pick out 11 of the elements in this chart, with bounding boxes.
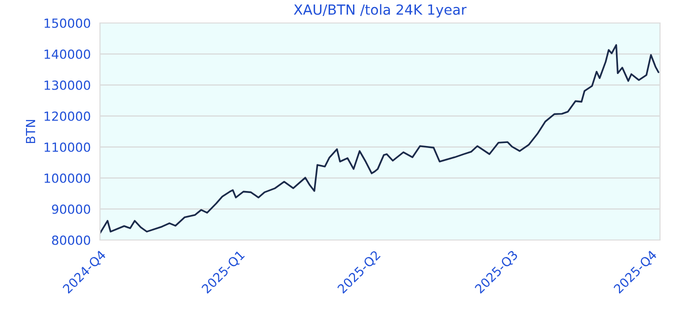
y-tick-label: 90000: [52, 204, 90, 214]
line-series: [100, 44, 660, 234]
y-tick-label: 140000: [44, 49, 90, 59]
y-tick-label: 100000: [44, 173, 90, 183]
y-axis-title: BTN: [26, 120, 36, 144]
y-tick-label: 130000: [44, 80, 90, 90]
y-tick-label: 150000: [44, 18, 90, 28]
y-tick-label: 110000: [44, 142, 90, 152]
y-tick-label: 80000: [52, 235, 90, 245]
y-tick-label: 120000: [44, 111, 90, 121]
chart-title: XAU/BTN /tola 24K 1year: [294, 4, 467, 18]
